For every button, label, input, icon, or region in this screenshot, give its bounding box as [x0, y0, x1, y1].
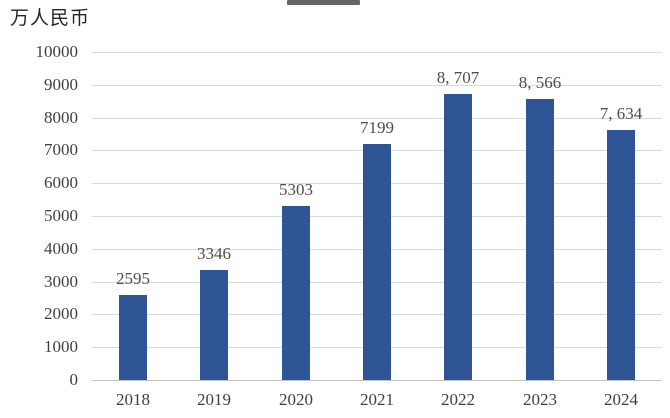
y-axis-unit-label: 万人民币 [10, 8, 91, 29]
bar-2020 [282, 206, 310, 380]
bar-value-label: 7199 [360, 118, 394, 137]
bar-value-label: 3346 [197, 244, 231, 263]
gridline [92, 85, 662, 86]
bar-2019 [200, 270, 228, 380]
y-tick-label: 6000 [44, 173, 78, 192]
gridline [92, 118, 662, 119]
y-tick-label: 2000 [44, 304, 78, 323]
bar-2024 [607, 130, 635, 380]
y-tick-label: 7000 [44, 140, 78, 159]
bar-value-label: 8, 566 [518, 73, 562, 92]
x-tick-label: 2021 [360, 390, 394, 409]
y-tick-label: 0 [69, 370, 79, 389]
x-tick-label: 2023 [523, 390, 557, 409]
gridline [92, 52, 662, 53]
bar-value-label: 5303 [279, 180, 313, 199]
bar-2018 [119, 295, 147, 380]
x-tick-label: 2018 [116, 390, 150, 409]
y-tick-label: 5000 [44, 206, 78, 225]
bar-value-label: 8, 707 [436, 68, 480, 87]
bar-2021 [363, 144, 391, 380]
y-tick-label: 8000 [44, 108, 78, 127]
x-tick-label: 2022 [441, 390, 475, 409]
bar-2022 [444, 94, 472, 380]
y-tick-label: 1000 [44, 337, 78, 356]
y-tick-label: 9000 [44, 75, 78, 94]
bar-value-label: 7, 634 [599, 104, 643, 123]
x-tick-label: 2024 [604, 390, 638, 409]
x-tick-label: 2019 [197, 390, 231, 409]
y-tick-label: 4000 [44, 239, 78, 258]
x-axis-line [92, 380, 662, 381]
bar-2023 [526, 99, 554, 380]
y-tick-label: 10000 [35, 42, 79, 61]
y-tick-label: 3000 [44, 272, 78, 291]
x-tick-label: 2020 [279, 390, 313, 409]
cropped-title-strip [287, 0, 360, 5]
bar-value-label: 2595 [116, 269, 150, 288]
